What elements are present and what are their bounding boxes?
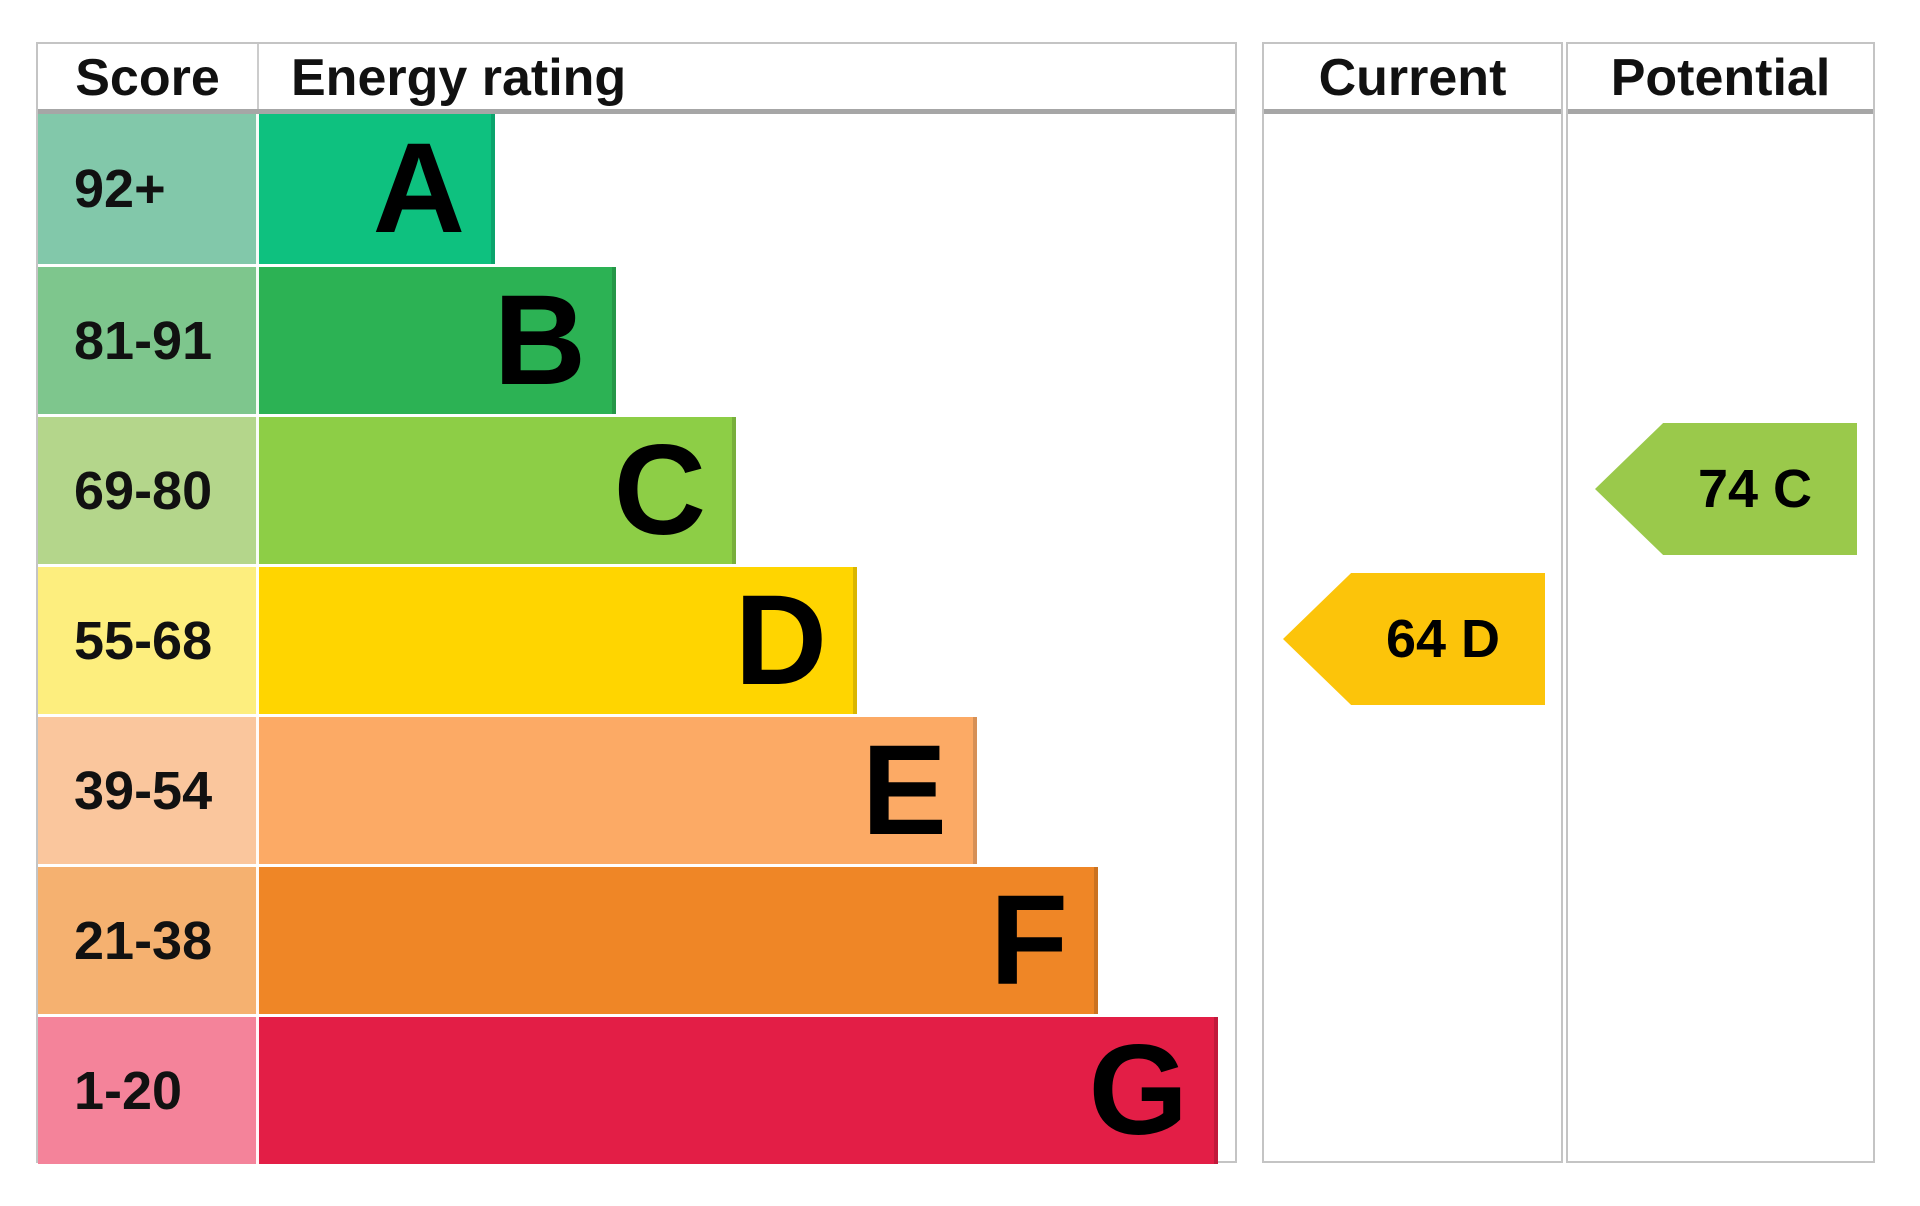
band-row: 1-20 G: [38, 1014, 1235, 1164]
band-score-cell: 21-38: [38, 867, 259, 1014]
band-row: 81-91 B: [38, 264, 1235, 414]
band-score-cell: 39-54: [38, 717, 259, 864]
potential-header: Potential: [1610, 49, 1831, 107]
band-row: 21-38 F: [38, 864, 1235, 1014]
band-score-cell: 81-91: [38, 267, 259, 414]
band-bar: C: [259, 417, 736, 564]
potential-header-underline: [1568, 109, 1873, 114]
band-letter: E: [861, 718, 947, 862]
band-bar: F: [259, 867, 1098, 1014]
band-letter: G: [1088, 1018, 1188, 1162]
score-header: Score: [38, 44, 259, 113]
band-row: 39-54 E: [38, 714, 1235, 864]
band-score-cell: 55-68: [38, 567, 259, 714]
header-underline: [38, 109, 1235, 114]
potential-column: Potential 74 C: [1566, 42, 1875, 1163]
rating-table-header: Score Energy rating: [38, 44, 1235, 113]
band-score-label: 1-20: [74, 1060, 183, 1121]
band-score-label: 21-38: [74, 910, 213, 971]
rating-table: Score Energy rating 92+ A 81-91 B 69-80 …: [36, 42, 1237, 1164]
band-score-label: 81-91: [74, 310, 213, 371]
band-score-cell: 69-80: [38, 417, 259, 564]
band-score-label: 39-54: [74, 760, 213, 821]
band-row: 55-68 D: [38, 564, 1235, 714]
band-score-cell: 92+: [38, 114, 259, 264]
band-bar: D: [259, 567, 857, 714]
band-letter: D: [734, 568, 827, 712]
band-score-label: 55-68: [74, 610, 213, 671]
band-row: 92+ A: [38, 114, 1235, 264]
energy-rating-header: Energy rating: [291, 49, 627, 107]
band-letter: F: [989, 868, 1068, 1012]
current-rating-label: 64 D: [1385, 609, 1501, 669]
band-bar: E: [259, 717, 977, 864]
band-bar: A: [259, 114, 495, 264]
band-letter: B: [493, 268, 586, 412]
current-rating-arrow: 64 D: [1283, 573, 1545, 705]
potential-rating-arrow: 74 C: [1595, 423, 1857, 555]
band-bar: B: [259, 267, 616, 414]
bands: 92+ A 81-91 B 69-80 C 55-68 D 39-54: [38, 114, 1235, 1164]
current-column: Current 64 D: [1262, 42, 1563, 1163]
potential-rating-label: 74 C: [1697, 459, 1813, 519]
current-header-underline: [1264, 109, 1561, 114]
current-header: Current: [1318, 49, 1507, 107]
band-letter: A: [372, 117, 465, 260]
band-row: 69-80 C: [38, 414, 1235, 564]
band-letter: C: [613, 418, 706, 562]
band-score-label: 69-80: [74, 460, 213, 521]
band-bar: G: [259, 1017, 1218, 1164]
band-score-label: 92+: [74, 159, 166, 219]
band-score-cell: 1-20: [38, 1017, 259, 1164]
